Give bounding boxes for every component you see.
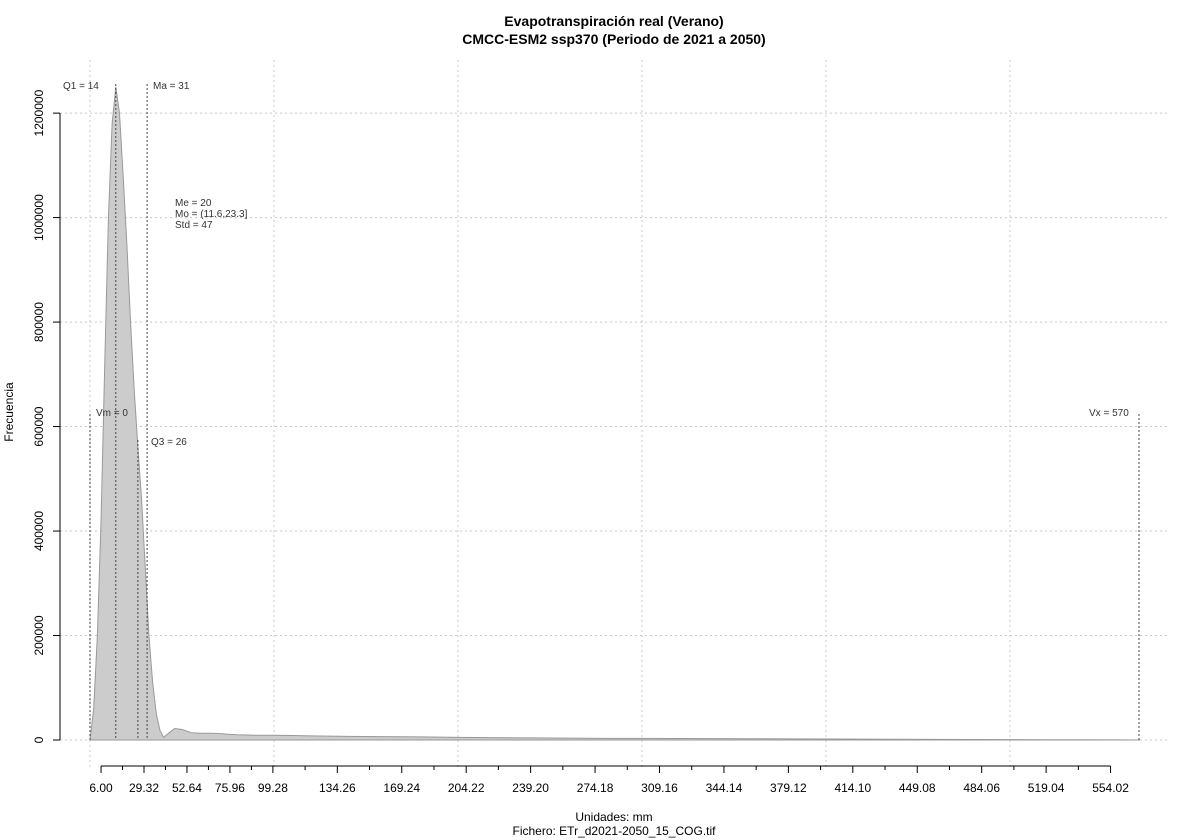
density-area xyxy=(89,86,1141,741)
ma-annotation: Ma = 31 xyxy=(153,81,190,92)
x-tick-label: 274.18 xyxy=(577,781,614,795)
vx-annotation: Vx = 570 xyxy=(1089,408,1129,419)
y-tick-label: 1200000 xyxy=(32,89,46,136)
q1-annotation: Q1 = 14 xyxy=(63,81,99,92)
y-tick-label: 1000000 xyxy=(32,194,46,241)
x-tick-label: 414.10 xyxy=(834,781,871,795)
density-series xyxy=(89,86,1141,741)
q3-annotation: Q3 = 26 xyxy=(151,437,187,448)
vm-annotation: Vm = 0 xyxy=(96,408,128,419)
x-tick-label: 6.00 xyxy=(89,781,113,795)
y-tick-label: 0 xyxy=(32,736,46,743)
x-tick-label: 239.20 xyxy=(512,781,549,795)
x-tick-label: 204.22 xyxy=(448,781,485,795)
x-tick-label: 309.16 xyxy=(641,781,678,795)
x-tick-label: 169.24 xyxy=(383,781,420,795)
file-caption: Fichero: ETr_d2021-2050_15_COG.tif xyxy=(513,824,717,838)
x-tick-label: 29.32 xyxy=(129,781,159,795)
y-tick-label: 600000 xyxy=(32,406,46,446)
me-annotation: Me = 20 xyxy=(175,198,212,209)
x-tick-label: 519.04 xyxy=(1028,781,1065,795)
x-tick-label: 99.28 xyxy=(258,781,288,795)
x-tick-label: 484.06 xyxy=(963,781,1000,795)
y-axis-label: Frecuencia xyxy=(2,382,16,442)
grid-lines xyxy=(60,60,1170,768)
std-annotation: Std = 47 xyxy=(175,220,213,231)
x-tick-label: 75.96 xyxy=(215,781,245,795)
y-tick-label: 800000 xyxy=(32,302,46,342)
stat-lines xyxy=(89,84,1140,740)
y-tick-label: 200000 xyxy=(32,615,46,655)
y-axis: 0 200000 400000 600000 800000 1000000 1200000 xyxy=(32,89,61,743)
x-tick-label: 449.08 xyxy=(899,781,936,795)
x-tick-label: 554.02 xyxy=(1092,781,1129,795)
chart-title: Evapotranspiración real (Verano) xyxy=(504,13,723,29)
x-tick-label: 134.26 xyxy=(319,781,356,795)
x-axis: 6.00 29.32 52.64 75.96 99.28 134.26 169.24 204.… xyxy=(89,765,1129,795)
x-tick-label: 379.12 xyxy=(770,781,807,795)
x-tick-label: 344.14 xyxy=(706,781,743,795)
chart-subtitle: CMCC-ESM2 ssp370 (Periodo de 2021 a 2050… xyxy=(462,31,765,47)
x-axis-label: Unidades: mm xyxy=(575,810,652,824)
x-tick-label: 52.64 xyxy=(172,781,202,795)
mo-annotation: Mo = (11.6,23.3] xyxy=(175,209,248,220)
y-tick-label: 400000 xyxy=(32,511,46,551)
